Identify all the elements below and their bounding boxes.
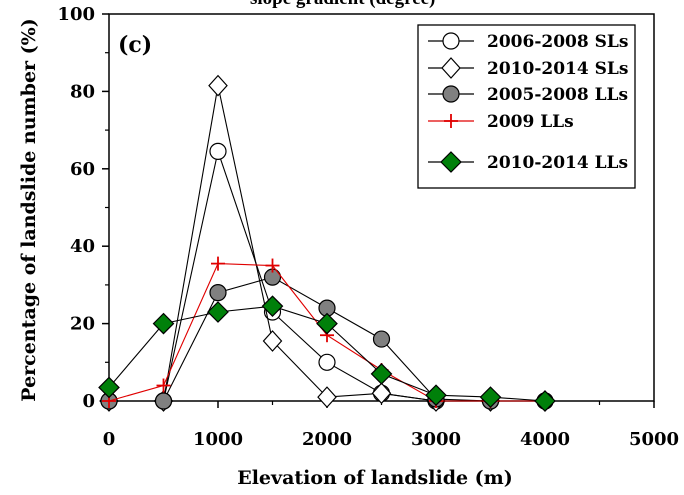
x-axis-label: Elevation of landslide (m) (237, 467, 513, 489)
y-tick-label: 60 (70, 159, 95, 180)
data-point (425, 384, 447, 407)
y-tick-label: 20 (70, 314, 95, 335)
legend-label: 2010-2014 SLs (487, 59, 628, 79)
y-tick-label: 0 (82, 391, 95, 412)
data-point (152, 312, 175, 335)
data-point (372, 330, 391, 348)
data-point (370, 363, 393, 385)
y-axis-label: Percentage of landslide number (%) (18, 18, 40, 401)
legend-label: 2006-2008 SLs (487, 32, 628, 52)
data-point (316, 312, 338, 335)
data-point (318, 353, 336, 371)
legend-marker (444, 114, 458, 128)
x-tick-label: 0 (103, 429, 116, 450)
x-tick-label: 3000 (411, 429, 461, 450)
legend-marker (440, 151, 462, 173)
legend-label: 2005-2008 LLs (487, 85, 628, 105)
data-point (209, 284, 227, 302)
chart-title: slope gradient (degree) (250, 0, 450, 8)
panel-label: (c) (118, 32, 152, 58)
data-point (371, 382, 392, 405)
data-point (261, 295, 284, 318)
data-point (209, 142, 227, 160)
data-point (156, 378, 171, 393)
legend: 2006-2008 SLs 2010-2014 SLs 2005-2008 LLs 2… (417, 24, 636, 189)
series-4 (98, 295, 556, 412)
data-point (479, 386, 502, 408)
x-tick-label: 5000 (629, 429, 679, 450)
x-tick-label: 2000 (302, 429, 352, 450)
legend-marker (442, 85, 460, 103)
data-point (154, 392, 173, 410)
data-point (211, 256, 225, 271)
x-tick-label: 1000 (193, 429, 243, 450)
legend-label: 2010-2014 LLs (487, 153, 628, 173)
data-point (262, 330, 283, 352)
data-point (534, 390, 556, 412)
y-tick-label: 100 (57, 4, 95, 25)
series-layer (98, 74, 556, 412)
data-point (208, 74, 228, 97)
legend-label: 2009 LLs (487, 112, 574, 132)
data-point (207, 301, 229, 323)
data-point (317, 386, 337, 409)
y-tick-label: 40 (70, 236, 95, 257)
y-tick-label: 80 (70, 81, 95, 102)
data-point (98, 376, 120, 399)
data-point (265, 258, 280, 273)
legend-marker (441, 57, 461, 79)
legend-marker (442, 32, 460, 50)
x-tick-label: 4000 (520, 429, 570, 450)
